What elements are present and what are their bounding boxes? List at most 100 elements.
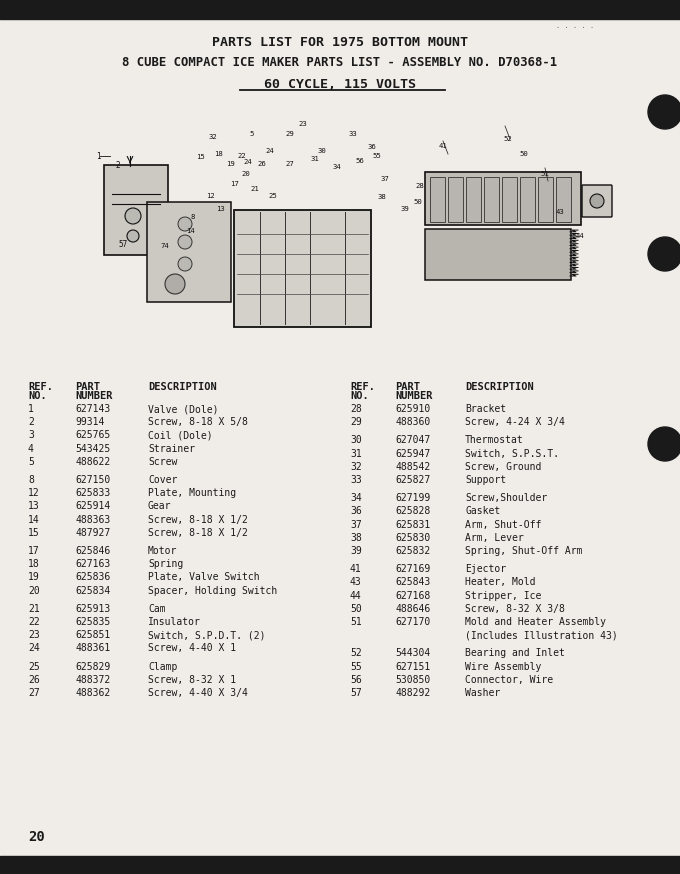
Text: Screw, 4-24 X 3/4: Screw, 4-24 X 3/4 xyxy=(465,417,565,427)
Text: 15: 15 xyxy=(196,154,205,160)
Text: 31: 31 xyxy=(350,448,362,459)
Text: 39: 39 xyxy=(401,206,409,212)
Text: 32: 32 xyxy=(209,134,218,140)
Text: 43: 43 xyxy=(556,209,564,215)
Text: 625833: 625833 xyxy=(75,489,110,498)
FancyBboxPatch shape xyxy=(147,202,231,302)
Text: Clamp: Clamp xyxy=(148,662,177,671)
Text: Insulator: Insulator xyxy=(148,617,201,627)
FancyBboxPatch shape xyxy=(430,177,445,221)
Text: 627143: 627143 xyxy=(75,404,110,414)
Text: Washer: Washer xyxy=(465,688,500,698)
Text: Gasket: Gasket xyxy=(465,506,500,517)
Text: 627169: 627169 xyxy=(395,565,430,574)
Text: 13: 13 xyxy=(216,206,224,212)
Text: 52: 52 xyxy=(350,649,362,658)
Text: 543425: 543425 xyxy=(75,444,110,454)
Text: 30: 30 xyxy=(350,435,362,446)
Text: . . . . .: . . . . . xyxy=(556,23,594,29)
Text: REF.: REF. xyxy=(350,382,375,392)
FancyBboxPatch shape xyxy=(556,177,571,221)
Text: 41: 41 xyxy=(439,143,447,149)
Text: 5: 5 xyxy=(28,457,34,467)
Text: Thermostat: Thermostat xyxy=(465,435,524,446)
Circle shape xyxy=(178,235,192,249)
Text: 2: 2 xyxy=(115,161,120,170)
Text: 627168: 627168 xyxy=(395,591,430,600)
FancyBboxPatch shape xyxy=(502,177,517,221)
Text: NO.: NO. xyxy=(28,391,47,401)
Text: 488646: 488646 xyxy=(395,604,430,614)
FancyBboxPatch shape xyxy=(483,177,498,221)
Text: 488362: 488362 xyxy=(75,688,110,698)
Text: Heater, Mold: Heater, Mold xyxy=(465,578,536,587)
Text: NUMBER: NUMBER xyxy=(75,391,112,401)
Text: 625830: 625830 xyxy=(395,533,430,543)
Text: Screw, Ground: Screw, Ground xyxy=(465,461,541,472)
Text: 26: 26 xyxy=(28,675,39,685)
Text: Screw,Shoulder: Screw,Shoulder xyxy=(465,493,547,503)
Text: 25: 25 xyxy=(269,193,277,199)
Text: 26: 26 xyxy=(258,161,267,167)
Text: 488372: 488372 xyxy=(75,675,110,685)
Text: 627047: 627047 xyxy=(395,435,430,446)
Text: 13: 13 xyxy=(28,502,39,511)
Text: 1: 1 xyxy=(28,404,34,414)
Text: 23: 23 xyxy=(299,121,307,127)
Text: 1: 1 xyxy=(96,152,101,161)
Text: 488361: 488361 xyxy=(75,643,110,654)
Text: 52: 52 xyxy=(504,136,512,142)
Circle shape xyxy=(648,427,680,461)
Text: 21: 21 xyxy=(28,604,39,614)
Text: (Includes Illustration 43): (Includes Illustration 43) xyxy=(465,630,617,640)
Text: 34: 34 xyxy=(333,164,341,170)
Text: 36: 36 xyxy=(368,144,376,150)
Text: 488542: 488542 xyxy=(395,461,430,472)
Text: Bracket: Bracket xyxy=(465,404,506,414)
Text: 627199: 627199 xyxy=(395,493,430,503)
Text: 625835: 625835 xyxy=(75,617,110,627)
Text: 625947: 625947 xyxy=(395,448,430,459)
Text: REF.: REF. xyxy=(28,382,53,392)
Text: Ejector: Ejector xyxy=(465,565,506,574)
Text: 56: 56 xyxy=(350,675,362,685)
Text: 14: 14 xyxy=(28,515,39,524)
Text: 19: 19 xyxy=(28,572,39,582)
Text: 544304: 544304 xyxy=(395,649,430,658)
Text: 50: 50 xyxy=(350,604,362,614)
Text: Spacer, Holding Switch: Spacer, Holding Switch xyxy=(148,586,277,595)
Text: 625913: 625913 xyxy=(75,604,110,614)
Text: PARTS LIST FOR 1975 BOTTOM MOUNT: PARTS LIST FOR 1975 BOTTOM MOUNT xyxy=(212,36,468,48)
Text: 99314: 99314 xyxy=(75,417,104,427)
Text: 32: 32 xyxy=(350,461,362,472)
Text: 50: 50 xyxy=(413,199,422,205)
Text: 625843: 625843 xyxy=(395,578,430,587)
Text: 74: 74 xyxy=(160,243,169,249)
Text: 24: 24 xyxy=(266,148,274,154)
Circle shape xyxy=(178,257,192,271)
Text: Screw, 8-18 X 1/2: Screw, 8-18 X 1/2 xyxy=(148,515,248,524)
Text: 55: 55 xyxy=(373,153,381,159)
Text: 625828: 625828 xyxy=(395,506,430,517)
Text: 43: 43 xyxy=(350,578,362,587)
Text: 51: 51 xyxy=(350,617,362,627)
Text: 625827: 625827 xyxy=(395,475,430,485)
Text: 56: 56 xyxy=(356,158,364,164)
FancyBboxPatch shape xyxy=(447,177,462,221)
Text: PART: PART xyxy=(395,382,420,392)
Text: Screw, 4-40 X 1: Screw, 4-40 X 1 xyxy=(148,643,236,654)
Text: Screw, 8-32 X 1: Screw, 8-32 X 1 xyxy=(148,675,236,685)
FancyBboxPatch shape xyxy=(520,177,534,221)
Text: 44: 44 xyxy=(576,233,584,239)
Text: Motor: Motor xyxy=(148,546,177,556)
Text: NUMBER: NUMBER xyxy=(395,391,432,401)
Text: Spring, Shut-Off Arm: Spring, Shut-Off Arm xyxy=(465,546,583,556)
Text: 38: 38 xyxy=(350,533,362,543)
Text: 36: 36 xyxy=(350,506,362,517)
Text: 8: 8 xyxy=(28,475,34,485)
Text: 28: 28 xyxy=(415,183,424,189)
Text: 22: 22 xyxy=(28,617,39,627)
Text: 625914: 625914 xyxy=(75,502,110,511)
Text: 625851: 625851 xyxy=(75,630,110,640)
Text: Connector, Wire: Connector, Wire xyxy=(465,675,553,685)
